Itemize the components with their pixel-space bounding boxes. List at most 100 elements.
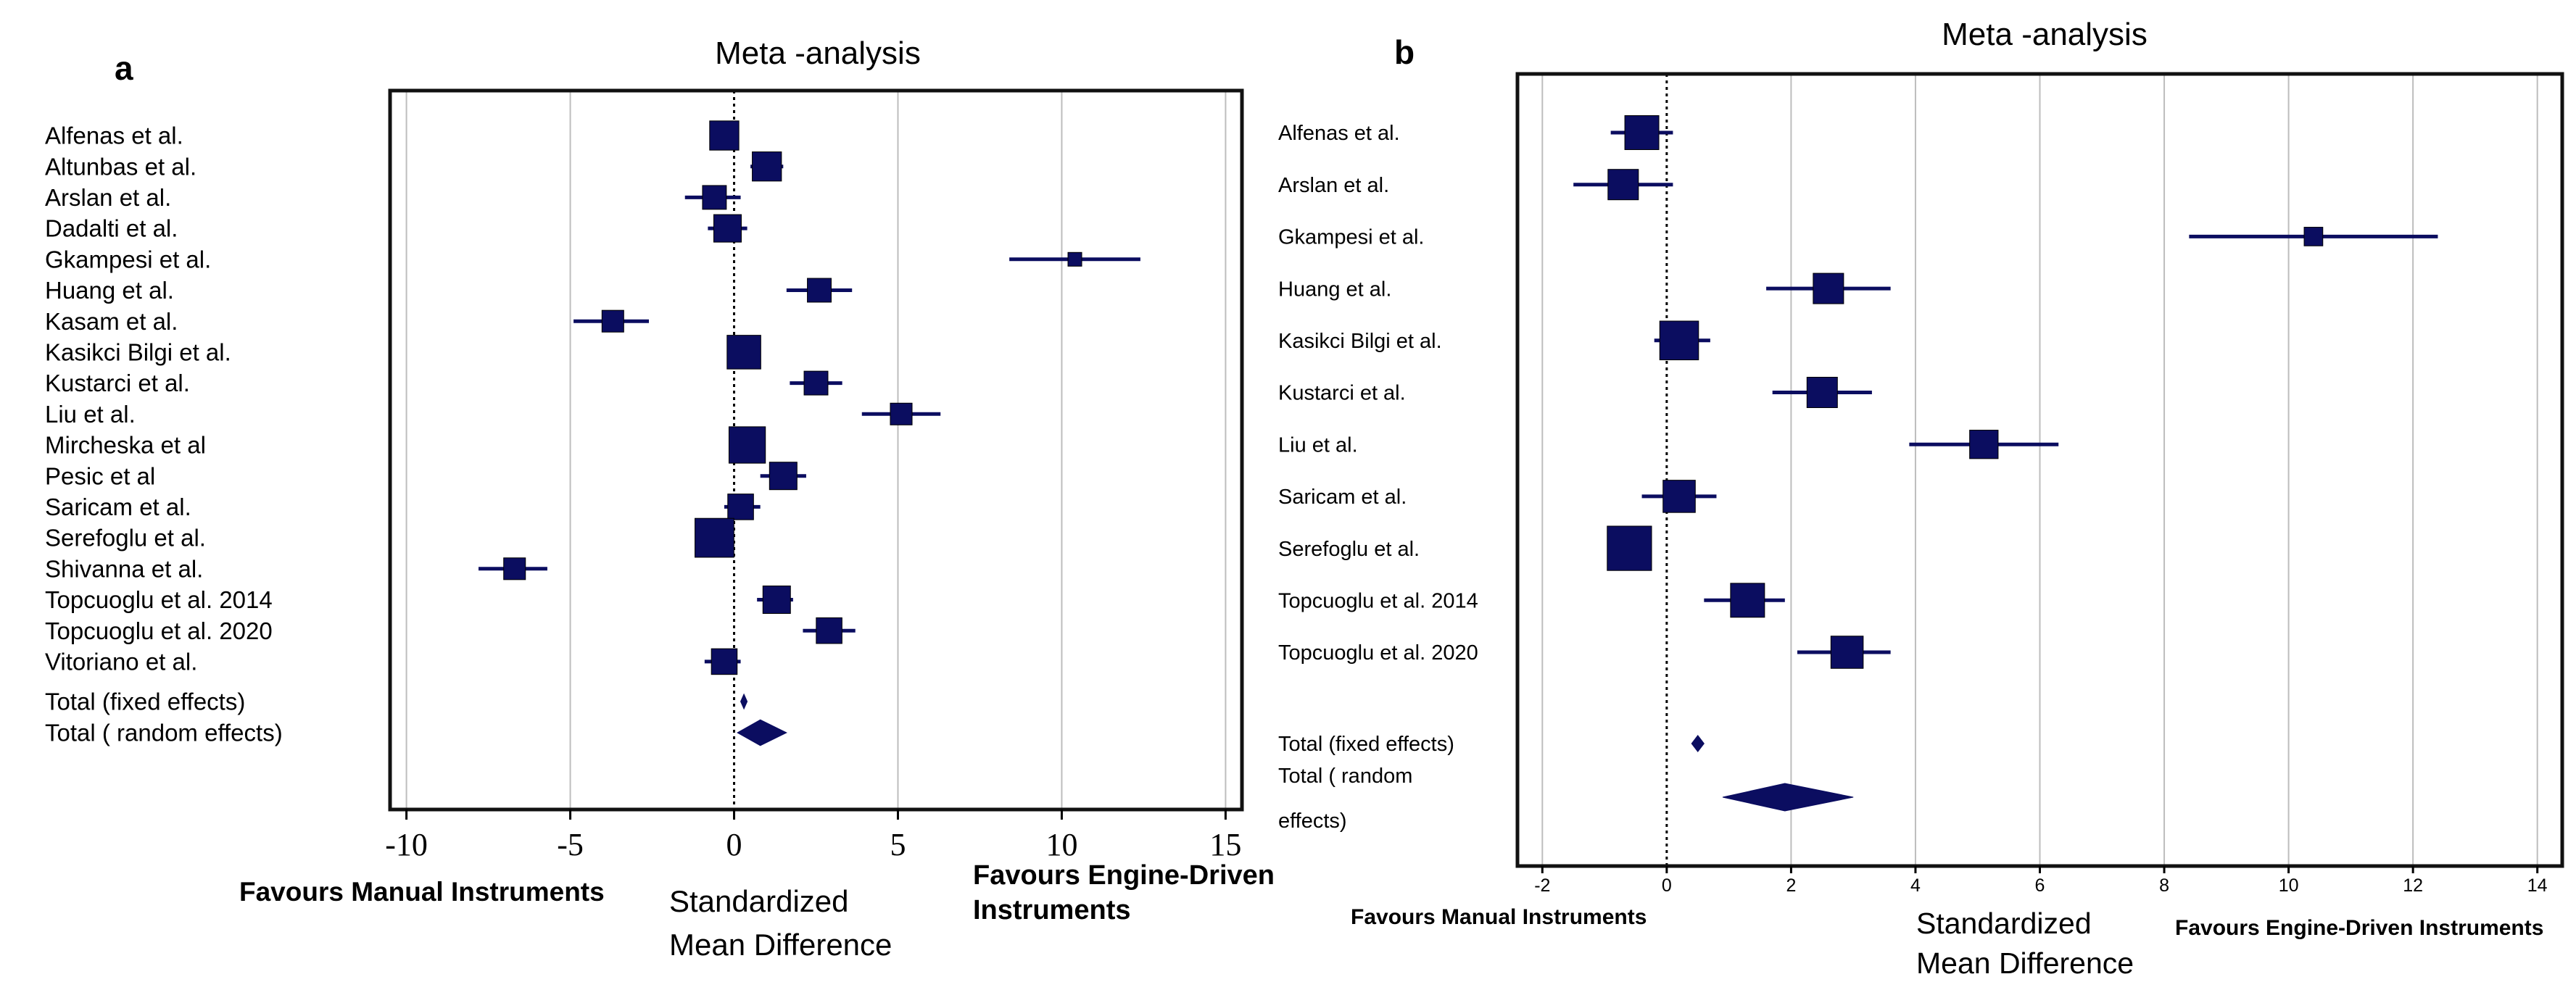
pooled-effect-diamond: [740, 693, 748, 710]
favours-right-label: Instruments: [973, 895, 1130, 925]
x-tick-label: 2: [1786, 875, 1796, 896]
x-tick-label: 12: [2403, 875, 2423, 896]
effect-size-marker: [1969, 430, 1999, 459]
forest-plot-a: -10 -5 0 5 10 15 Alfenas et al. Altunbas et al.…: [45, 36, 1275, 962]
x-axis-label: Mean Difference: [669, 928, 892, 962]
favours-left-label: Favours Manual Instruments: [239, 877, 605, 907]
total-label: effects): [1278, 810, 1347, 833]
study-row: Vitoriano et al.: [45, 648, 741, 675]
study-row: Alfenas et al.: [1278, 115, 1673, 150]
effect-size-marker: [713, 214, 742, 243]
study-row: Saricam et al.: [45, 494, 761, 520]
study-label: Gkampesi et al.: [1278, 226, 1424, 249]
x-tick-label: 6: [2035, 875, 2045, 896]
study-label: Topcuoglu et al. 2014: [45, 586, 273, 613]
study-row: Altunbas et al.: [45, 151, 784, 182]
study-label: Kasam et al.: [45, 308, 178, 335]
x-tick-label: 5: [890, 827, 906, 862]
study-label: Huang et al.: [45, 277, 174, 304]
study-row: Huang et al.: [45, 277, 853, 304]
effect-size-marker: [727, 494, 754, 520]
study-label: Kasikci Bilgi et al.: [45, 338, 231, 365]
study-label: Liu et al.: [45, 401, 136, 428]
pooled-effect-diamond: [1722, 783, 1854, 812]
study-row: Dadalti et al.: [45, 214, 747, 243]
study-label: Gkampesi et al.: [45, 246, 211, 272]
favours-right-label: Favours Engine-Driven: [973, 860, 1275, 891]
x-axis-label: Standardized: [669, 884, 849, 918]
study-row: Kasikci Bilgi et al.: [1278, 320, 1710, 361]
effect-size-marker: [769, 462, 798, 491]
effect-size-marker: [1659, 320, 1699, 361]
study-row: Topcuoglu et al. 2020: [45, 617, 856, 644]
effect-size-marker: [752, 151, 782, 182]
study-label: Vitoriano et al.: [45, 648, 197, 675]
effect-size-marker: [503, 557, 526, 580]
study-label: Saricam et al.: [1278, 486, 1407, 509]
study-row: Kasam et al.: [45, 308, 650, 335]
effect-size-marker: [2303, 227, 2324, 246]
chart-title: Meta -analysis: [715, 36, 921, 71]
effect-size-marker: [728, 426, 766, 464]
pooled-effect-diamond: [737, 719, 787, 746]
study-row: Topcuoglu et al. 2020: [1278, 636, 1891, 669]
x-axis-label: Standardized: [1916, 907, 2092, 940]
effect-size-marker: [1806, 377, 1838, 408]
total-row: Total ( random effects): [1278, 765, 1854, 833]
total-label: Total (fixed effects): [45, 688, 245, 715]
effect-size-marker: [1607, 525, 1652, 571]
study-label: Serefoglu et al.: [45, 525, 206, 552]
x-tick-label: 10: [1045, 827, 1077, 862]
study-row: Serefoglu et al.: [1278, 525, 1652, 571]
study-label: Pesic et al: [45, 462, 155, 489]
study-label: Liu et al.: [1278, 433, 1358, 457]
study-row: Kustarci et al.: [1278, 377, 1872, 408]
effect-size-marker: [1813, 272, 1844, 304]
study-row: Shivanna et al.: [45, 555, 547, 582]
effect-size-marker: [890, 402, 913, 425]
x-tick-label: -10: [385, 827, 428, 862]
x-tick-label: -5: [557, 827, 584, 862]
effect-size-marker: [702, 185, 727, 210]
effect-size-marker: [695, 517, 734, 558]
favours-left-label: Favours Manual Instruments: [1351, 905, 1647, 929]
study-row: Gkampesi et al.: [1278, 226, 2438, 249]
study-label: Mircheska et al: [45, 432, 206, 459]
total-label: Total (fixed effects): [1278, 733, 1454, 756]
study-label: Kustarci et al.: [1278, 382, 1406, 405]
effect-size-marker: [711, 648, 738, 675]
study-label: Topcuoglu et al. 2014: [1278, 589, 1478, 612]
effect-size-marker: [1607, 169, 1639, 201]
total-row: Total (fixed effects): [45, 688, 748, 715]
study-row: Liu et al.: [1278, 430, 2059, 459]
total-label: Total ( random effects): [45, 720, 283, 746]
x-tick-label: 8: [2159, 875, 2169, 896]
x-axis-label: Mean Difference: [1916, 946, 2134, 980]
total-label: Total ( random: [1278, 765, 1412, 788]
total-row: Total ( random effects): [45, 720, 787, 746]
effect-size-marker: [1662, 480, 1696, 513]
study-label: Topcuoglu et al. 2020: [45, 617, 273, 644]
effect-size-marker: [807, 278, 832, 303]
effect-size-marker: [803, 370, 829, 396]
study-label: Arslan et al.: [1278, 174, 1389, 197]
study-row: Pesic et al: [45, 462, 806, 491]
study-label: Kustarci et al.: [45, 370, 190, 396]
plot-frame: [388, 88, 1244, 812]
effect-size-marker: [601, 309, 624, 333]
study-row: Topcuoglu et al. 2014: [45, 586, 793, 614]
study-label: Altunbas et al.: [45, 153, 196, 180]
study-label: Shivanna et al.: [45, 555, 203, 582]
pooled-effect-diamond: [1691, 734, 1705, 753]
study-label: Serefoglu et al.: [1278, 538, 1420, 561]
total-row: Total (fixed effects): [1278, 733, 1705, 756]
x-tick-label: 15: [1209, 827, 1241, 862]
favours-right-label: Favours Engine-Driven Instruments: [2175, 916, 2543, 940]
chart-title: Meta -analysis: [1942, 17, 2148, 52]
study-row: Serefoglu et al.: [45, 517, 734, 558]
study-row: Saricam et al.: [1278, 480, 1717, 513]
panel-label: b: [1394, 33, 1415, 71]
effect-size-marker: [709, 120, 740, 151]
study-label: Kasikci Bilgi et al.: [1278, 330, 1442, 353]
